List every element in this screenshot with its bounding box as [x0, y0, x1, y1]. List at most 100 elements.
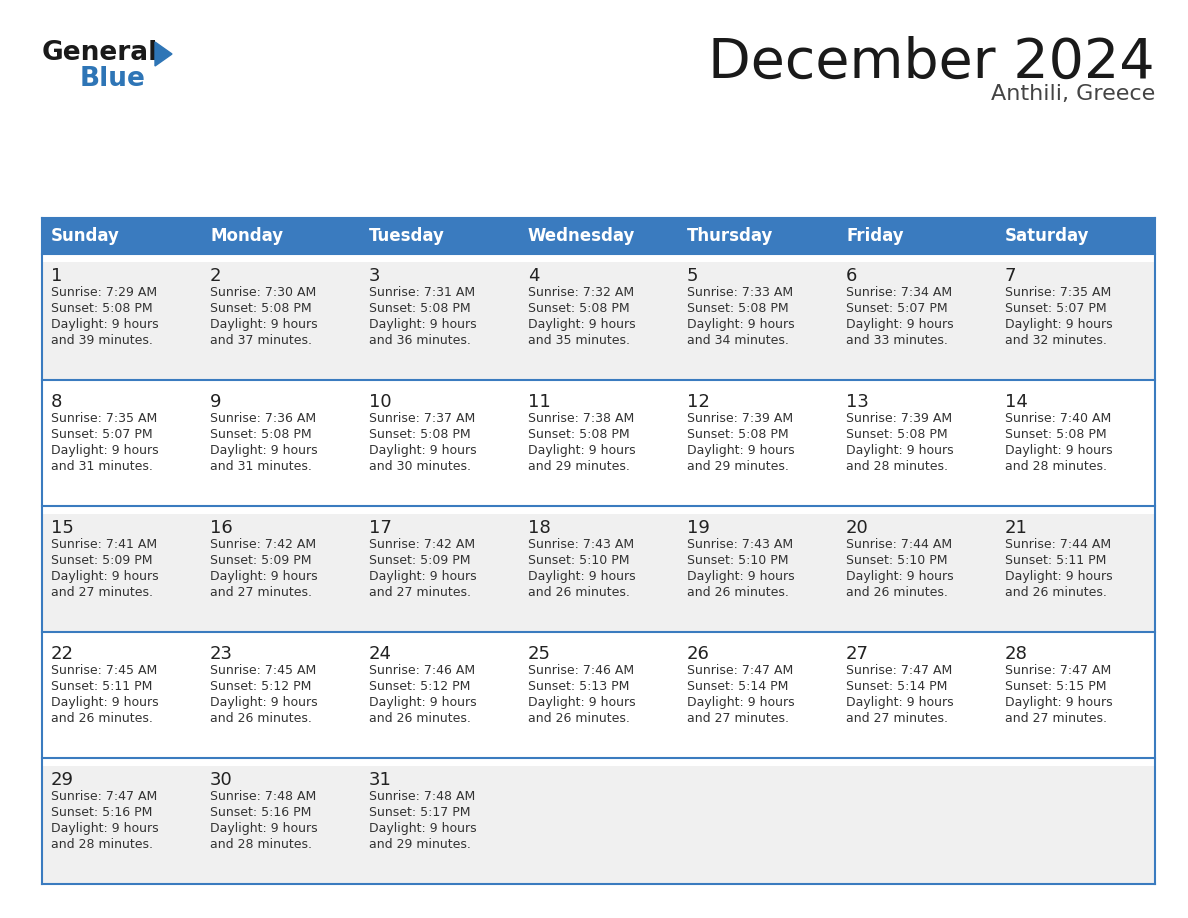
Text: and 29 minutes.: and 29 minutes.: [687, 460, 789, 473]
Text: and 26 minutes.: and 26 minutes.: [369, 712, 470, 725]
Text: Sunset: 5:08 PM: Sunset: 5:08 PM: [846, 428, 948, 441]
Text: Friday: Friday: [846, 227, 904, 245]
Text: Daylight: 9 hours: Daylight: 9 hours: [846, 318, 954, 331]
Text: Daylight: 9 hours: Daylight: 9 hours: [687, 318, 795, 331]
Text: 6: 6: [846, 267, 858, 285]
Text: Daylight: 9 hours: Daylight: 9 hours: [527, 318, 636, 331]
Text: Sunrise: 7:32 AM: Sunrise: 7:32 AM: [527, 286, 634, 299]
Text: and 33 minutes.: and 33 minutes.: [846, 334, 948, 347]
Text: Sunset: 5:07 PM: Sunset: 5:07 PM: [51, 428, 152, 441]
Text: Sunset: 5:08 PM: Sunset: 5:08 PM: [527, 428, 630, 441]
Text: and 27 minutes.: and 27 minutes.: [846, 712, 948, 725]
Text: 19: 19: [687, 519, 710, 537]
Text: Sunset: 5:08 PM: Sunset: 5:08 PM: [687, 428, 789, 441]
Text: Daylight: 9 hours: Daylight: 9 hours: [51, 318, 159, 331]
Text: Sunset: 5:11 PM: Sunset: 5:11 PM: [51, 680, 152, 693]
Text: Daylight: 9 hours: Daylight: 9 hours: [527, 696, 636, 709]
Text: and 28 minutes.: and 28 minutes.: [846, 460, 948, 473]
Text: Sunset: 5:16 PM: Sunset: 5:16 PM: [51, 806, 152, 819]
Text: December 2024: December 2024: [708, 36, 1155, 90]
Text: Sunset: 5:16 PM: Sunset: 5:16 PM: [210, 806, 311, 819]
Text: and 31 minutes.: and 31 minutes.: [51, 460, 153, 473]
Text: and 28 minutes.: and 28 minutes.: [1005, 460, 1107, 473]
Text: Sunrise: 7:45 AM: Sunrise: 7:45 AM: [210, 664, 316, 677]
Text: Sunset: 5:09 PM: Sunset: 5:09 PM: [210, 554, 311, 567]
Text: 14: 14: [1005, 393, 1028, 411]
Text: Sunset: 5:11 PM: Sunset: 5:11 PM: [1005, 554, 1106, 567]
Text: Sunset: 5:12 PM: Sunset: 5:12 PM: [210, 680, 311, 693]
Text: and 26 minutes.: and 26 minutes.: [527, 586, 630, 599]
Bar: [42, 766, 1155, 884]
Text: Sunrise: 7:38 AM: Sunrise: 7:38 AM: [527, 412, 634, 425]
Text: Sunrise: 7:47 AM: Sunrise: 7:47 AM: [1005, 664, 1111, 677]
Text: Sunset: 5:08 PM: Sunset: 5:08 PM: [210, 302, 311, 315]
Text: General: General: [42, 40, 158, 66]
Text: Daylight: 9 hours: Daylight: 9 hours: [210, 444, 317, 457]
Text: Sunset: 5:10 PM: Sunset: 5:10 PM: [687, 554, 789, 567]
Text: Daylight: 9 hours: Daylight: 9 hours: [210, 570, 317, 583]
Text: and 27 minutes.: and 27 minutes.: [51, 586, 153, 599]
Text: Sunrise: 7:43 AM: Sunrise: 7:43 AM: [687, 538, 794, 551]
Text: Sunset: 5:07 PM: Sunset: 5:07 PM: [1005, 302, 1107, 315]
Text: 26: 26: [687, 645, 710, 663]
Text: Daylight: 9 hours: Daylight: 9 hours: [210, 822, 317, 835]
Text: and 35 minutes.: and 35 minutes.: [527, 334, 630, 347]
Text: 22: 22: [51, 645, 74, 663]
Text: 16: 16: [210, 519, 233, 537]
Text: Sunday: Sunday: [51, 227, 120, 245]
Text: and 29 minutes.: and 29 minutes.: [527, 460, 630, 473]
Bar: [42, 218, 1155, 254]
Text: Sunset: 5:13 PM: Sunset: 5:13 PM: [527, 680, 630, 693]
Text: Daylight: 9 hours: Daylight: 9 hours: [1005, 444, 1113, 457]
Text: Daylight: 9 hours: Daylight: 9 hours: [369, 570, 476, 583]
Text: Sunset: 5:17 PM: Sunset: 5:17 PM: [369, 806, 470, 819]
Text: Sunrise: 7:48 AM: Sunrise: 7:48 AM: [369, 790, 475, 803]
Text: and 32 minutes.: and 32 minutes.: [1005, 334, 1107, 347]
Text: 9: 9: [210, 393, 221, 411]
Text: Sunrise: 7:44 AM: Sunrise: 7:44 AM: [846, 538, 952, 551]
Text: 20: 20: [846, 519, 868, 537]
Text: Sunset: 5:15 PM: Sunset: 5:15 PM: [1005, 680, 1106, 693]
Text: Daylight: 9 hours: Daylight: 9 hours: [1005, 318, 1113, 331]
Text: Sunset: 5:08 PM: Sunset: 5:08 PM: [369, 428, 470, 441]
Text: Sunrise: 7:47 AM: Sunrise: 7:47 AM: [687, 664, 794, 677]
Text: Daylight: 9 hours: Daylight: 9 hours: [1005, 696, 1113, 709]
Text: Sunrise: 7:33 AM: Sunrise: 7:33 AM: [687, 286, 794, 299]
Text: and 30 minutes.: and 30 minutes.: [369, 460, 470, 473]
Text: Sunrise: 7:39 AM: Sunrise: 7:39 AM: [846, 412, 952, 425]
Text: and 36 minutes.: and 36 minutes.: [369, 334, 470, 347]
Text: 31: 31: [369, 771, 392, 789]
Text: Daylight: 9 hours: Daylight: 9 hours: [846, 696, 954, 709]
Text: Daylight: 9 hours: Daylight: 9 hours: [369, 444, 476, 457]
Text: Daylight: 9 hours: Daylight: 9 hours: [369, 318, 476, 331]
Text: 7: 7: [1005, 267, 1017, 285]
Text: Daylight: 9 hours: Daylight: 9 hours: [210, 696, 317, 709]
Text: and 26 minutes.: and 26 minutes.: [51, 712, 153, 725]
Text: Sunset: 5:12 PM: Sunset: 5:12 PM: [369, 680, 470, 693]
Text: Sunrise: 7:31 AM: Sunrise: 7:31 AM: [369, 286, 475, 299]
Text: Daylight: 9 hours: Daylight: 9 hours: [687, 696, 795, 709]
Text: and 27 minutes.: and 27 minutes.: [369, 586, 470, 599]
Text: and 39 minutes.: and 39 minutes.: [51, 334, 153, 347]
Text: Daylight: 9 hours: Daylight: 9 hours: [846, 444, 954, 457]
Text: Sunrise: 7:41 AM: Sunrise: 7:41 AM: [51, 538, 157, 551]
Text: Sunset: 5:10 PM: Sunset: 5:10 PM: [846, 554, 948, 567]
Text: 25: 25: [527, 645, 551, 663]
Text: Sunrise: 7:46 AM: Sunrise: 7:46 AM: [369, 664, 475, 677]
Text: Daylight: 9 hours: Daylight: 9 hours: [51, 570, 159, 583]
Text: Sunset: 5:08 PM: Sunset: 5:08 PM: [210, 428, 311, 441]
Text: Daylight: 9 hours: Daylight: 9 hours: [51, 822, 159, 835]
Text: and 26 minutes.: and 26 minutes.: [1005, 586, 1107, 599]
Text: Sunrise: 7:42 AM: Sunrise: 7:42 AM: [210, 538, 316, 551]
Text: Sunrise: 7:42 AM: Sunrise: 7:42 AM: [369, 538, 475, 551]
Text: 29: 29: [51, 771, 74, 789]
Text: Sunset: 5:09 PM: Sunset: 5:09 PM: [51, 554, 152, 567]
Text: Daylight: 9 hours: Daylight: 9 hours: [369, 696, 476, 709]
Text: and 27 minutes.: and 27 minutes.: [210, 586, 312, 599]
Text: Sunrise: 7:46 AM: Sunrise: 7:46 AM: [527, 664, 634, 677]
Bar: [42, 262, 1155, 380]
Text: and 26 minutes.: and 26 minutes.: [687, 586, 789, 599]
Text: Sunrise: 7:39 AM: Sunrise: 7:39 AM: [687, 412, 794, 425]
Text: Monday: Monday: [210, 227, 283, 245]
Text: Sunrise: 7:48 AM: Sunrise: 7:48 AM: [210, 790, 316, 803]
